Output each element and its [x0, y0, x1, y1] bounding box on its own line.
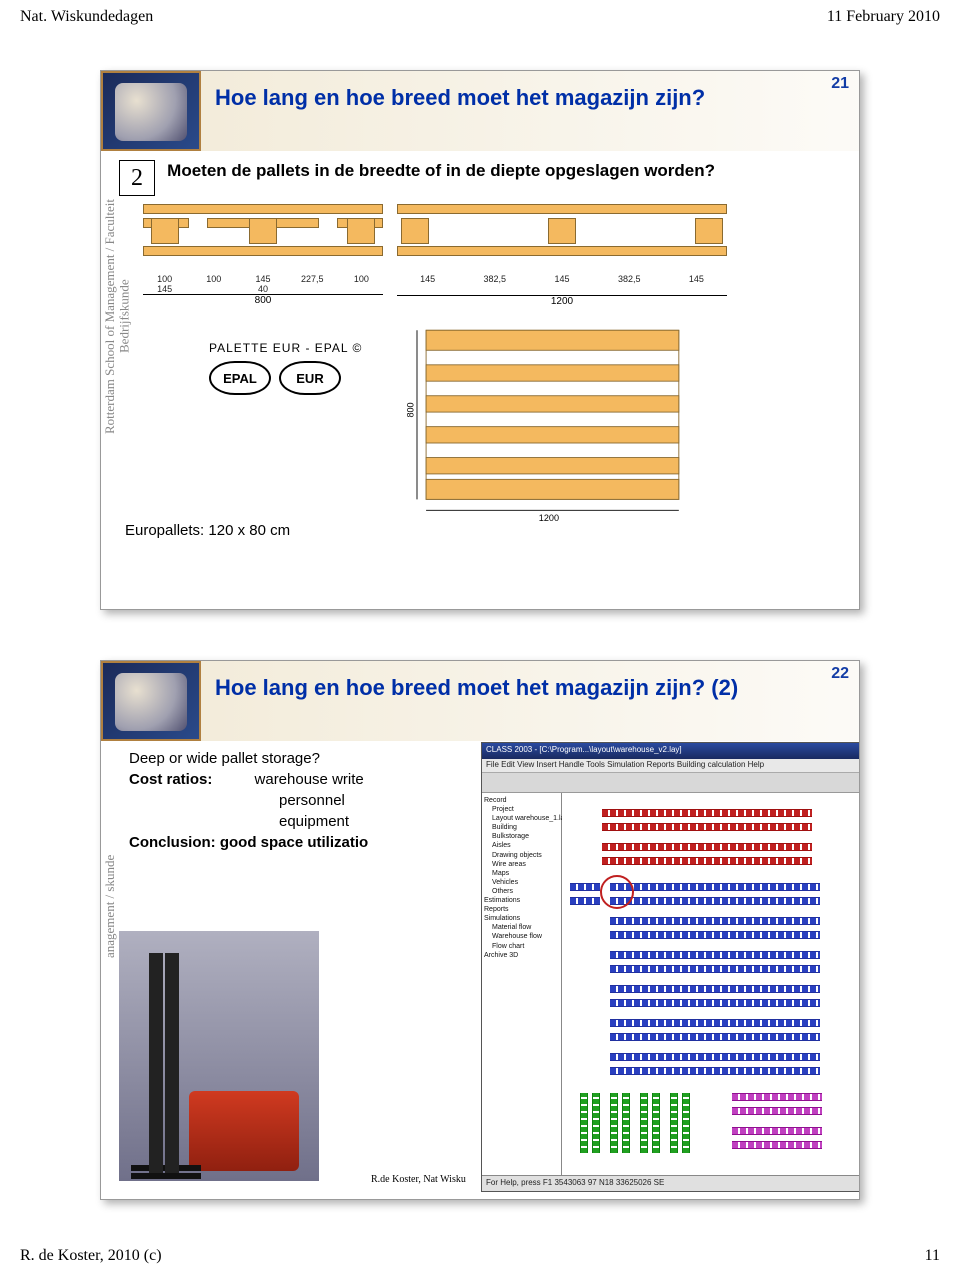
pallet-front-800 [143, 204, 383, 274]
tree-item: Record [484, 796, 559, 805]
cost-ratios-label: Cost ratios: [129, 771, 212, 788]
dim: 145 [531, 274, 592, 284]
slide-caption: R.de Koster, Nat Wisku [371, 1174, 466, 1185]
tree-item: Reports [484, 905, 559, 914]
epal-title: PALETTE EUR - EPAL © [209, 341, 362, 355]
tree-item: Material flow [484, 923, 559, 932]
pallet-top-view: 800 1200 [407, 323, 707, 527]
dim: 40 [241, 284, 284, 294]
slide-21: 21 Hoe lang en hoe breed moet het magazi… [100, 70, 860, 610]
slide-title: Hoe lang en hoe breed moet het magazijn … [215, 675, 849, 701]
svg-text:800: 800 [407, 402, 415, 417]
question-text: Moeten de pallets in de breedte of in de… [167, 160, 715, 181]
erasmus-logo [101, 661, 201, 741]
question-number-box: 2 [119, 160, 155, 196]
dim: 227,5 [291, 274, 334, 284]
footer-right: 11 [925, 1247, 940, 1265]
tree-item: Simulations [484, 914, 559, 923]
tree-item: Project [484, 805, 559, 814]
menu-bar: File Edit View Insert Handle Tools Simul… [482, 759, 860, 773]
slide-22: 22 Hoe lang en hoe breed moet het magazi… [100, 660, 860, 1200]
tree-item: Warehouse flow [484, 932, 559, 941]
header-right: 11 February 2010 [827, 8, 940, 26]
toolbar [482, 773, 860, 793]
tree-item: Others [484, 887, 559, 896]
pallet-elevation-drawings: 100 100 145 227,5 100 145 40 800 [143, 204, 843, 307]
svg-text:1200: 1200 [538, 513, 558, 523]
tree-item: Estimations [484, 896, 559, 905]
tree-item: Layout warehouse_1.lay [484, 814, 559, 823]
dim: 145 [241, 274, 284, 284]
cost-item: warehouse write [255, 771, 364, 788]
dim: 100 [340, 274, 383, 284]
tree-item: Aisles [484, 841, 559, 850]
tree-item: Maps [484, 869, 559, 878]
dim: 145 [143, 284, 186, 294]
header-left: Nat. Wiskundedagen [20, 8, 153, 26]
tree-item: Archive 3D [484, 951, 559, 960]
highlight-circle-icon [600, 875, 634, 909]
eur-badge: EUR [279, 361, 341, 395]
tree-item: Flow chart [484, 942, 559, 951]
footer-left: R. de Koster, 2010 (c) [20, 1247, 162, 1265]
dim: 382,5 [464, 274, 525, 284]
tree-item: Vehicles [484, 878, 559, 887]
dim: 382,5 [599, 274, 660, 284]
tree-item: Building [484, 823, 559, 832]
tree-item: Drawing objects [484, 851, 559, 860]
epal-label-block: PALETTE EUR - EPAL © EPAL EUR [209, 341, 362, 395]
slide-title: Hoe lang en hoe breed moet het magazijn … [215, 85, 849, 111]
erasmus-logo [101, 71, 201, 151]
europallet-note: Europallets: 120 x 80 cm [125, 522, 290, 539]
tree-item: Bulkstorage [484, 832, 559, 841]
dim: 145 [666, 274, 727, 284]
layout-canvas [562, 793, 860, 1175]
warehouse-software-screenshot: CLASS 2003 - [C:\Program...\layout\wareh… [481, 742, 860, 1192]
forklift-image [119, 931, 319, 1181]
epal-badge: EPAL [209, 361, 271, 395]
dim-total: 800 [143, 294, 383, 306]
pallet-side-1200 [397, 204, 727, 274]
dim: 100 [192, 274, 235, 284]
tree-item: Wire areas [484, 860, 559, 869]
dim: 145 [397, 274, 458, 284]
dim-total: 1200 [397, 295, 727, 307]
status-bar: For Help, press F1 3543063 97 N18 336250… [482, 1175, 860, 1191]
project-tree: RecordProjectLayout warehouse_1.layBuild… [482, 793, 562, 1175]
window-titlebar: CLASS 2003 - [C:\Program...\layout\wareh… [482, 743, 860, 759]
dim: 100 [143, 274, 186, 284]
